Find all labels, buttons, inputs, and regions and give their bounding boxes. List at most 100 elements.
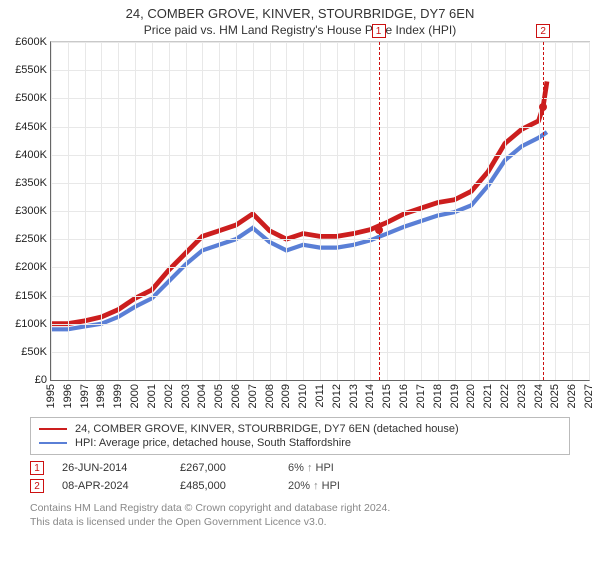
chart-title-line2: Price paid vs. HM Land Registry's House … [0, 23, 600, 37]
legend-row-hpi: HPI: Average price, detached house, Sout… [39, 436, 561, 450]
events-table: 126-JUN-2014£267,0006% ↑ HPI 2 08-APR-2024… [30, 459, 570, 495]
event-line-1 [379, 42, 380, 380]
x-axis-label: 2016 [398, 384, 410, 408]
gridline-v [236, 42, 237, 380]
gridline-v [253, 42, 254, 380]
event-price: £485,000 [180, 480, 270, 492]
gridline-v [589, 42, 590, 380]
gridline-v [354, 42, 355, 380]
gridline-v [455, 42, 456, 380]
x-axis-label: 2015 [381, 384, 393, 408]
y-axis-label: £50K [21, 346, 47, 358]
x-axis-label: 2019 [449, 384, 461, 408]
legend-row-property: 24, COMBER GROVE, KINVER, STOURBRIDGE, D… [39, 422, 561, 436]
x-axis-label: 2027 [583, 384, 595, 408]
gridline-v [303, 42, 304, 380]
x-axis-label: 2020 [465, 384, 477, 408]
y-axis-label: £250K [15, 233, 47, 245]
event-row-marker: 2 [30, 479, 44, 493]
x-axis-label: 2005 [213, 384, 225, 408]
chart-title-line1: 24, COMBER GROVE, KINVER, STOURBRIDGE, D… [0, 6, 600, 21]
gridline-v [387, 42, 388, 380]
y-axis-label: £500K [15, 92, 47, 104]
gridline-v [68, 42, 69, 380]
x-axis-label: 2023 [516, 384, 528, 408]
gridline-v [135, 42, 136, 380]
gridline-v [539, 42, 540, 380]
chart-area: £0£50K£100K£150K£200K£250K£300K£350K£400… [50, 41, 590, 411]
x-axis-label: 2018 [432, 384, 444, 408]
gridline-v [85, 42, 86, 380]
x-axis-label: 1995 [45, 384, 57, 408]
gridline-v [438, 42, 439, 380]
event-point-2 [539, 103, 547, 111]
series-line-hpi [51, 132, 547, 329]
legend-swatch-property [39, 428, 67, 430]
event-marker-2: 2 [536, 24, 550, 38]
x-axis-label: 2021 [482, 384, 494, 408]
x-axis-label: 2008 [264, 384, 276, 408]
x-axis-label: 1996 [62, 384, 74, 408]
x-axis-label: 1998 [95, 384, 107, 408]
event-marker-1: 1 [372, 24, 386, 38]
x-axis-label: 2022 [499, 384, 511, 408]
gridline-v [505, 42, 506, 380]
gridline-v [337, 42, 338, 380]
x-axis-label: 2000 [129, 384, 141, 408]
x-axis-label: 2007 [247, 384, 259, 408]
event-line-2 [543, 42, 544, 380]
gridline-v [270, 42, 271, 380]
event-row-2: 2 08-APR-2024 £485,000 20% ↑ HPI [30, 477, 570, 495]
gridline-v [555, 42, 556, 380]
legend-swatch-hpi [39, 442, 67, 444]
event-row-1: 126-JUN-2014£267,0006% ↑ HPI [30, 459, 570, 477]
y-axis-label: £600K [15, 36, 47, 48]
x-axis-label: 2026 [566, 384, 578, 408]
x-axis-label: 2014 [364, 384, 376, 408]
x-axis-label: 2017 [415, 384, 427, 408]
gridline-v [219, 42, 220, 380]
event-price: £267,000 [180, 462, 270, 474]
gridline-v [404, 42, 405, 380]
gridline-v [572, 42, 573, 380]
x-axis-label: 2001 [146, 384, 158, 408]
gridline-v [488, 42, 489, 380]
gridline-v [51, 42, 52, 380]
gridline-v [320, 42, 321, 380]
legend-box: 24, COMBER GROVE, KINVER, STOURBRIDGE, D… [30, 417, 570, 455]
up-arrow-icon: ↑ [313, 480, 319, 492]
x-axis-label: 2010 [297, 384, 309, 408]
event-pct: 20% ↑ HPI [288, 480, 378, 492]
gridline-v [169, 42, 170, 380]
legend-label-hpi: HPI: Average price, detached house, Sout… [75, 437, 351, 449]
y-axis-label: £550K [15, 64, 47, 76]
y-axis-label: £200K [15, 261, 47, 273]
footer-line1: Contains HM Land Registry data © Crown c… [30, 501, 570, 515]
footer-text: Contains HM Land Registry data © Crown c… [30, 501, 570, 529]
event-date: 08-APR-2024 [62, 480, 162, 492]
x-axis-label: 2002 [163, 384, 175, 408]
x-axis-label: 2012 [331, 384, 343, 408]
gridline-v [286, 42, 287, 380]
x-axis-label: 1997 [79, 384, 91, 408]
gridline-v [370, 42, 371, 380]
gridline-v [202, 42, 203, 380]
y-axis-label: £100K [15, 318, 47, 330]
gridline-v [471, 42, 472, 380]
footer-line2: This data is licensed under the Open Gov… [30, 515, 570, 529]
legend-label-property: 24, COMBER GROVE, KINVER, STOURBRIDGE, D… [75, 423, 459, 435]
up-arrow-icon: ↑ [307, 462, 313, 474]
y-axis-label: £450K [15, 121, 47, 133]
x-axis-label: 2009 [280, 384, 292, 408]
x-axis-label: 2006 [230, 384, 242, 408]
gridline-v [421, 42, 422, 380]
y-axis-label: £400K [15, 149, 47, 161]
gridline-v [101, 42, 102, 380]
y-axis-label: £150K [15, 290, 47, 302]
x-axis-label: 2024 [533, 384, 545, 408]
x-axis-label: 2004 [196, 384, 208, 408]
event-point-1 [375, 226, 383, 234]
y-axis-label: £300K [15, 205, 47, 217]
x-axis-label: 2025 [549, 384, 561, 408]
gridline-v [522, 42, 523, 380]
